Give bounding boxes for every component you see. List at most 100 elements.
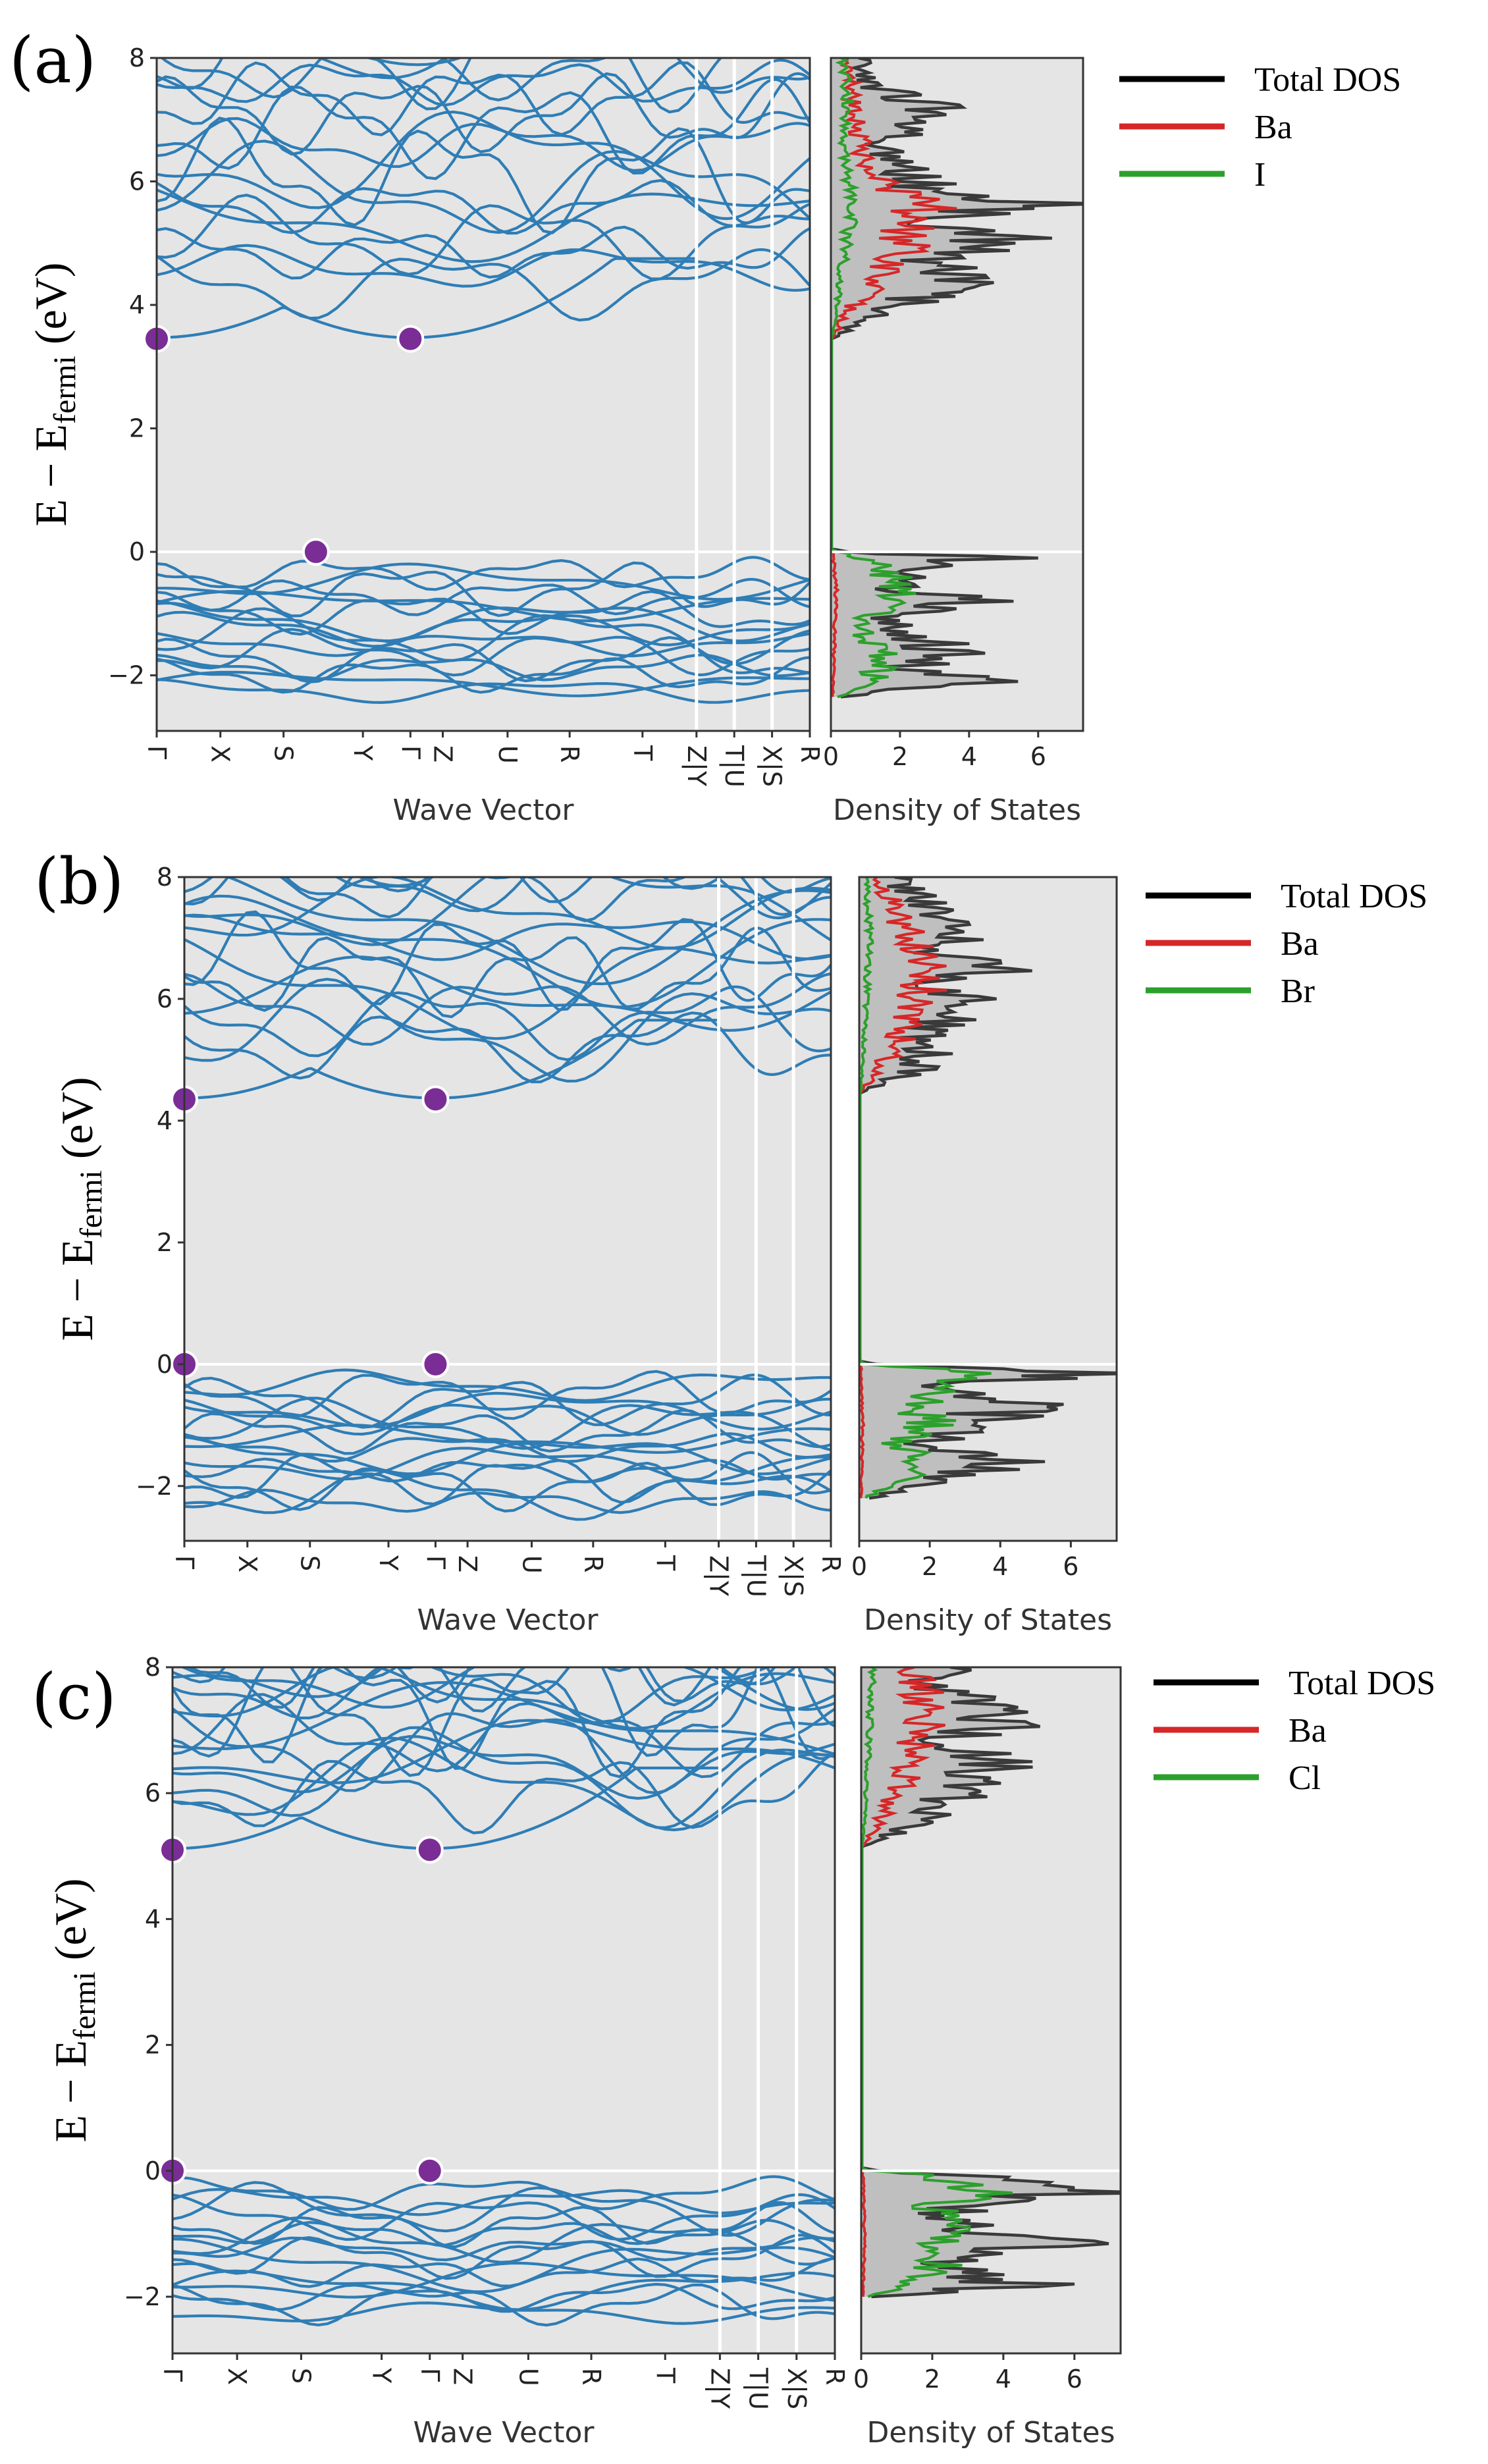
conduction-band-line [755, 1011, 795, 1029]
valence-band-line [796, 2234, 835, 2255]
valence-band-line [719, 2177, 759, 2192]
y-tick-label: 8 [129, 43, 145, 72]
valence-band-line [696, 629, 735, 641]
valence-band-line [755, 1399, 794, 1406]
conduction-band-line [157, 63, 697, 107]
kpoint-label: Γ [170, 1555, 199, 1569]
conduction-band-line [720, 1669, 759, 1680]
valence-band-line [755, 1428, 794, 1437]
conduction-band-line [696, 128, 735, 140]
valence-band-line [772, 676, 810, 680]
valence-band-line [184, 1453, 720, 1506]
valence-band-line [718, 1451, 757, 1472]
conduction-band-line [796, 1674, 835, 1684]
conduction-band-line [719, 1667, 759, 1728]
valence-band-line [772, 647, 810, 653]
conduction-band-line [173, 1693, 721, 1779]
band-plot-background [184, 877, 831, 1541]
conduction-band-line [718, 985, 757, 997]
valence-band-line [719, 2311, 759, 2322]
conduction-band-line [157, 61, 698, 136]
valence-band-line [696, 676, 735, 682]
valence-band-line [173, 2187, 720, 2216]
valence-band-line [718, 1493, 757, 1507]
legend-entry: Br [1281, 973, 1315, 1010]
conduction-band-line [793, 844, 831, 870]
y-tick-label: −2 [108, 661, 145, 690]
dos-curves [831, 58, 1083, 699]
conduction-band-line [719, 1799, 758, 1815]
conduction-band-line [772, 12, 810, 43]
kpoint-label: Z|Y [704, 2368, 734, 2409]
legend-entry: Total DOS [1289, 1665, 1435, 1702]
valence-band-line [720, 2229, 759, 2248]
conduction-band-line [771, 184, 810, 220]
valence-band-line [157, 579, 697, 616]
valence-band-line [756, 1467, 794, 1476]
valence-band-line [793, 1469, 831, 1497]
conduction-band-line [718, 877, 724, 880]
kpoint-label: T [628, 745, 657, 761]
band-plot-frame [183, 876, 832, 1542]
conduction-band-line [739, 877, 758, 897]
valence-band-line [718, 1432, 757, 1442]
conduction-band-line [772, 28, 810, 49]
conduction-band-line [173, 1759, 721, 1835]
legend-entry: Total DOS [1281, 878, 1427, 915]
conduction-band-line [733, 98, 774, 140]
conduction-band-line [363, 58, 464, 67]
conduction-band-line [797, 1597, 835, 1624]
conduction-band-line [793, 954, 831, 961]
conduction-band-line [718, 933, 757, 960]
valence-band-line [696, 661, 735, 676]
valence-band-line [718, 1459, 757, 1477]
conduction-band-line [696, 173, 735, 178]
valence-band-line [733, 556, 773, 564]
dos-line-ba [859, 877, 947, 1499]
conduction-band-line [758, 1643, 797, 1665]
dos-line-ba [831, 58, 957, 697]
conduction-band-line [755, 973, 794, 1000]
conduction-band-line [159, 58, 698, 101]
valence-band-line [696, 598, 735, 606]
conduction-band-line [793, 1054, 831, 1069]
conduction-band-line [173, 1667, 721, 1779]
y-axis-label-sub: fermi [67, 1971, 102, 2040]
valence-band-line [718, 1479, 757, 1486]
kpoint-label: X [223, 2368, 252, 2385]
y-axis-label: E − Efermi (eV) [52, 1077, 109, 1341]
valence-band-line [173, 2216, 720, 2264]
conduction-band-line [157, 110, 698, 209]
conduction-band-line [792, 1037, 831, 1053]
kpoint-label: T [651, 2367, 679, 2384]
valence-band-line [173, 2301, 720, 2325]
kpoint-label: Z|Y [704, 1555, 733, 1597]
conduction-band-line [719, 822, 757, 826]
conduction-band-line [755, 1010, 794, 1015]
y-tick-label: 0 [129, 537, 145, 566]
kpoint-label: U [493, 745, 522, 764]
y-tick-label: 2 [145, 2031, 161, 2060]
valence-band-line [772, 622, 810, 631]
conduction-band-line [822, 1667, 835, 1677]
valence-band-line [184, 1447, 719, 1484]
dos-x-tick-label: 0 [853, 2365, 869, 2394]
valence-band-line [757, 2313, 797, 2320]
conduction-band-line [757, 1721, 797, 1738]
conduction-band-line [184, 877, 720, 950]
dos-line-total-dos [859, 877, 1117, 1500]
conduction-band-line [758, 1624, 797, 1642]
valence-band-line [720, 2246, 758, 2251]
valence-band-line [793, 1440, 831, 1449]
valence-band-line [184, 1376, 720, 1429]
valence-band-line [157, 653, 697, 682]
conduction-band-line [184, 913, 720, 961]
valence-band-line [758, 2246, 797, 2251]
valence-band-line [733, 662, 772, 677]
valence-band-line [696, 582, 735, 599]
conduction-band-line [758, 1611, 797, 1638]
valence-band-line [720, 2210, 759, 2232]
conduction-band-line [184, 877, 720, 913]
conduction-band-line [772, 76, 810, 81]
valence-band-line [756, 1422, 794, 1431]
